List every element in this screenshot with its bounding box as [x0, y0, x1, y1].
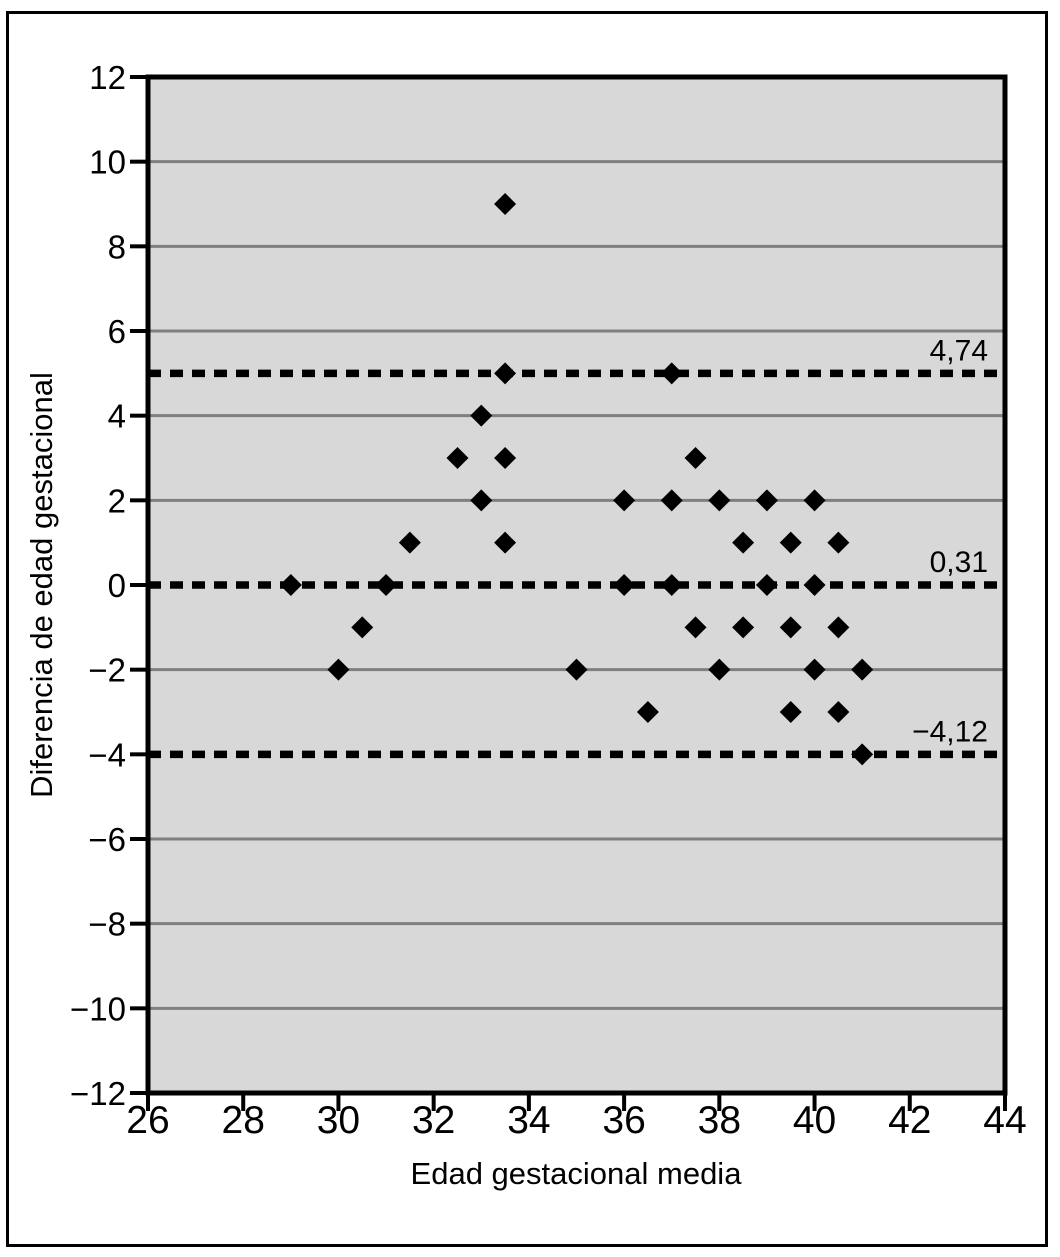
data-point-marker: [803, 658, 826, 681]
data-point-marker: [660, 574, 683, 596]
x-axis-title: Edad gestacional media: [411, 1156, 743, 1191]
data-point-marker: [827, 531, 850, 554]
x-tick-label: 34: [507, 1099, 550, 1142]
reference-line-label: −4,12: [912, 715, 988, 748]
data-point-marker: [279, 574, 302, 596]
data-point-marker: [851, 743, 874, 766]
data-point-marker: [636, 701, 659, 723]
data-point-marker: [494, 193, 517, 215]
x-tick-label: 26: [126, 1099, 169, 1142]
data-point-marker: [708, 489, 731, 512]
y-tick-label: 10: [89, 144, 126, 181]
data-point-marker: [755, 489, 778, 512]
data-point-marker: [827, 701, 850, 723]
x-tick-label: 30: [317, 1099, 360, 1142]
data-point-marker: [446, 447, 469, 469]
data-point-marker: [494, 531, 517, 554]
data-point-marker: [470, 489, 493, 512]
data-point-marker: [398, 531, 421, 554]
data-point-marker: [684, 447, 707, 469]
data-point-marker: [351, 616, 374, 639]
data-point-marker: [327, 658, 350, 681]
data-point-marker: [732, 531, 755, 554]
y-tick-label: 2: [108, 482, 126, 519]
data-point-marker: [732, 616, 755, 639]
data-point-marker: [708, 658, 731, 681]
x-tick-label: 40: [793, 1099, 836, 1142]
x-tick-label: 28: [222, 1099, 265, 1142]
data-point-marker: [470, 404, 493, 427]
data-point-marker: [613, 489, 636, 512]
data-point-marker: [755, 574, 778, 596]
data-point-marker: [827, 616, 850, 639]
data-point-marker: [684, 616, 707, 639]
y-tick-label: 0: [108, 567, 126, 604]
data-point-marker: [779, 701, 802, 723]
y-tick-label: −12: [70, 1075, 126, 1112]
data-point-marker: [851, 658, 874, 681]
x-tick-label: 42: [888, 1099, 931, 1142]
y-tick-label: −8: [88, 906, 126, 943]
data-point-marker: [660, 362, 683, 385]
data-point-marker: [779, 616, 802, 639]
y-tick-label: −4: [88, 736, 126, 773]
data-point-marker: [494, 362, 517, 385]
data-point-marker: [613, 574, 636, 596]
data-point-marker: [803, 489, 826, 512]
y-tick-label: 4: [108, 398, 126, 435]
data-point-marker: [565, 658, 588, 681]
reference-line-label: 4,74: [930, 334, 988, 367]
reference-line-label: 0,31: [930, 546, 988, 579]
y-axis-title: Diferencia de edad gestacional: [24, 372, 59, 798]
y-tick-label: 12: [89, 59, 126, 96]
y-tick-label: 6: [108, 313, 126, 350]
data-point-marker: [494, 447, 517, 469]
data-point-marker: [660, 489, 683, 512]
y-tick-label: 8: [108, 228, 126, 265]
figure-outer-border: [6, 11, 1048, 1247]
data-point-marker: [779, 531, 802, 554]
data-point-marker: [803, 574, 826, 596]
y-tick-label: −6: [88, 821, 126, 858]
x-tick-label: 32: [412, 1099, 455, 1142]
data-point-marker: [375, 574, 398, 596]
x-tick-label: 38: [698, 1099, 741, 1142]
y-tick-label: −10: [70, 990, 126, 1027]
plot-border: [145, 74, 1008, 1096]
y-tick-label: −2: [88, 652, 126, 689]
x-tick-label: 36: [602, 1099, 645, 1142]
x-tick-label: 44: [983, 1099, 1026, 1142]
